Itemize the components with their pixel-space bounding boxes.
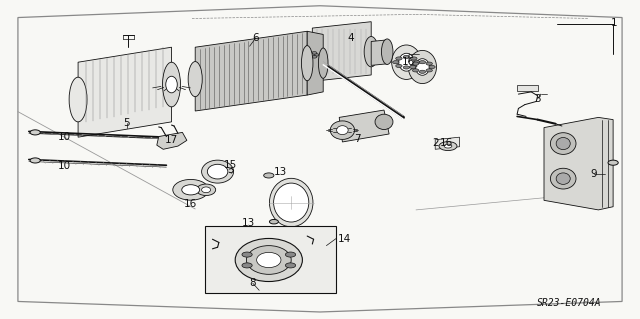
Circle shape: [285, 263, 296, 268]
Circle shape: [429, 65, 435, 69]
Ellipse shape: [305, 41, 319, 69]
Text: 5: 5: [124, 118, 130, 128]
Ellipse shape: [202, 160, 234, 183]
Ellipse shape: [381, 39, 393, 64]
Text: 2: 2: [432, 138, 438, 148]
Polygon shape: [307, 31, 323, 95]
Circle shape: [314, 54, 319, 56]
Polygon shape: [78, 47, 172, 137]
Text: 16: 16: [184, 198, 197, 209]
Circle shape: [439, 142, 457, 151]
Circle shape: [412, 62, 419, 65]
Ellipse shape: [550, 168, 576, 189]
Ellipse shape: [364, 37, 378, 67]
Circle shape: [269, 219, 278, 224]
Text: SR23-E0704A: SR23-E0704A: [538, 298, 602, 308]
Ellipse shape: [196, 184, 216, 196]
Ellipse shape: [182, 185, 200, 195]
Polygon shape: [339, 110, 389, 142]
Ellipse shape: [269, 178, 313, 227]
Circle shape: [285, 252, 296, 257]
Text: 1: 1: [611, 18, 618, 28]
Circle shape: [396, 64, 402, 68]
Circle shape: [308, 56, 313, 58]
Polygon shape: [312, 22, 371, 81]
Text: 4: 4: [348, 33, 354, 43]
Polygon shape: [435, 137, 460, 149]
Ellipse shape: [550, 133, 576, 154]
Ellipse shape: [392, 45, 421, 79]
Ellipse shape: [202, 187, 211, 193]
Circle shape: [312, 52, 317, 54]
Ellipse shape: [188, 62, 202, 97]
Ellipse shape: [163, 62, 180, 107]
Circle shape: [242, 252, 252, 257]
Polygon shape: [371, 40, 387, 65]
Ellipse shape: [337, 126, 348, 135]
Text: 13: 13: [242, 218, 255, 228]
Circle shape: [419, 70, 426, 73]
Text: 15: 15: [224, 160, 237, 170]
Ellipse shape: [330, 121, 355, 139]
Text: 10: 10: [58, 161, 70, 171]
Ellipse shape: [301, 46, 313, 81]
Text: 16: 16: [402, 57, 415, 67]
Ellipse shape: [257, 252, 281, 268]
Ellipse shape: [375, 114, 393, 130]
Circle shape: [444, 144, 452, 148]
Polygon shape: [544, 117, 613, 210]
Circle shape: [419, 61, 426, 64]
Circle shape: [308, 52, 313, 54]
Circle shape: [312, 56, 317, 58]
Circle shape: [393, 61, 399, 64]
Circle shape: [608, 160, 618, 165]
Polygon shape: [18, 6, 622, 312]
Text: 17: 17: [165, 135, 178, 145]
Ellipse shape: [415, 59, 429, 75]
Text: 16: 16: [440, 138, 453, 148]
Ellipse shape: [236, 238, 303, 281]
Ellipse shape: [246, 246, 291, 274]
FancyBboxPatch shape: [205, 226, 336, 293]
Circle shape: [242, 263, 252, 268]
Circle shape: [412, 69, 419, 72]
Text: 10: 10: [58, 132, 70, 142]
Circle shape: [426, 62, 433, 65]
Ellipse shape: [556, 137, 570, 150]
Circle shape: [403, 66, 410, 69]
Text: 13: 13: [274, 167, 287, 177]
Circle shape: [396, 57, 402, 60]
Circle shape: [414, 61, 420, 64]
Polygon shape: [157, 132, 187, 149]
Text: 8: 8: [250, 278, 256, 288]
Circle shape: [410, 65, 416, 69]
Circle shape: [411, 64, 417, 68]
Ellipse shape: [319, 48, 328, 78]
Circle shape: [30, 158, 40, 163]
Ellipse shape: [207, 164, 228, 179]
Circle shape: [306, 54, 311, 56]
Circle shape: [426, 69, 433, 72]
Text: 3: 3: [534, 94, 541, 104]
Ellipse shape: [408, 50, 436, 84]
Ellipse shape: [173, 179, 209, 200]
Ellipse shape: [69, 77, 87, 122]
Ellipse shape: [274, 183, 309, 222]
Text: 6: 6: [253, 33, 259, 43]
Ellipse shape: [556, 173, 570, 184]
Circle shape: [411, 57, 417, 60]
Polygon shape: [195, 31, 307, 111]
Circle shape: [403, 56, 410, 59]
Ellipse shape: [166, 76, 177, 93]
Text: 7: 7: [354, 134, 360, 144]
Polygon shape: [517, 85, 538, 91]
Circle shape: [30, 130, 40, 135]
Text: 14: 14: [338, 234, 351, 244]
Text: 9: 9: [591, 169, 597, 179]
Circle shape: [264, 173, 274, 178]
Ellipse shape: [399, 53, 414, 71]
